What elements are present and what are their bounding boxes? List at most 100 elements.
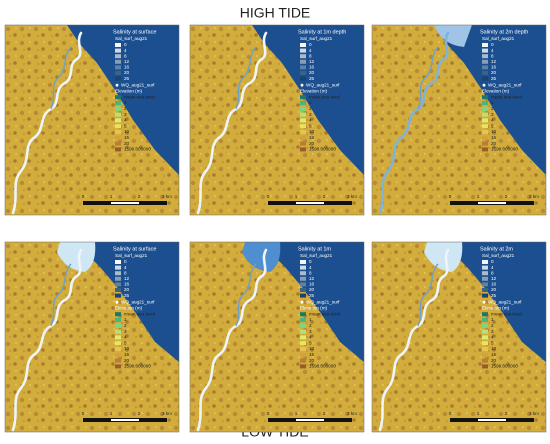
legend: Salinity at surfaceSal_surf_aug210481216… [113,29,156,151]
salinity-swatch [482,71,488,75]
salinity-swatch [482,288,488,292]
elevation-swatch [115,141,121,146]
salinity-class: 25 [124,293,130,298]
scale-bar: 0 1 2 3 km [267,194,357,205]
salinity-class: 20 [124,287,130,292]
map-body [372,25,546,215]
estuary-plume [242,242,281,272]
salinity-class: 4 [124,48,127,53]
scale-bar-segment [296,202,324,204]
salinity-swatch [482,76,488,81]
elevation-swatch [482,323,488,328]
point-symbol [482,300,486,304]
tributary [235,46,257,110]
salinity-class: 20 [491,70,497,75]
elevation-class: 20 [309,358,315,363]
elevation-swatch [300,329,306,334]
elevation-swatch [300,141,306,146]
elevation-swatch [115,124,121,129]
map-frame [189,24,365,216]
point-layer: WQ_aug21_surf [306,299,340,304]
map-panel: Salinity at surfaceSal_surf_aug210481216… [4,241,180,433]
scale-label: 2 [505,411,508,416]
elevation-class: 3 [491,329,494,334]
elevation-swatch [300,318,306,322]
salinity-class: 0 [309,259,312,264]
ocean [434,25,546,175]
salinity-class: 20 [309,70,315,75]
elevation-class: 4 [309,335,312,340]
elevation-swatch [482,101,488,105]
salinity-swatch [482,43,488,47]
map-panel: Salinity at 1m depthSal_surf_aug21048121… [189,24,365,216]
salinity-class: 4 [309,48,312,53]
estuary-plume [57,242,96,272]
elevation-title: Elevation (m) [482,305,510,310]
elevation-class: 20 [491,141,497,146]
scale-label: 0 [267,411,270,416]
salinity-swatch [300,282,306,287]
scale-label: 1 [477,194,480,199]
elevation-swatch [300,364,306,369]
salinity-class: 4 [309,265,312,270]
point-layer: WQ_aug21_surf [488,299,522,304]
elevation-swatch [115,347,121,351]
elevation-class: 3 [124,329,127,334]
elevation-class: 4 [491,335,494,340]
scale-label: 1 [295,411,298,416]
legend: Salinity at surfaceSal_surf_aug210481216… [113,246,156,368]
elevation-swatch [300,118,306,123]
legend-layer: Sal_surf_aug21 [300,253,333,258]
salinity-swatch [300,260,306,264]
map-frame [189,241,365,433]
salinity-class: 25 [491,76,497,81]
scale-label: 2 [323,411,326,416]
elevation-swatch [482,118,488,123]
point-layer: WQ_aug21_surf [121,299,155,304]
scale-bar: 0 1 2 3 km [82,411,172,422]
legend-title: Salinity at surface [113,246,156,252]
salinity-class: 8 [309,270,312,275]
salinity-class: 12 [124,276,130,281]
elevation-class: 3 [491,112,494,117]
elevation-class: 10 [491,129,497,134]
elevation-swatch [482,335,488,340]
elevation-class: 3 [124,112,127,117]
elevation-class: 1598.000000 [124,147,151,152]
salinity-swatch [115,54,121,59]
scale-bar-segment [478,202,506,204]
salinity-class: 8 [491,53,494,58]
ocean [260,242,364,362]
salinity-class: 12 [491,276,497,281]
salinity-class: 16 [309,282,315,287]
salinity-swatch [115,276,121,281]
elevation-class: 1 [124,317,127,322]
scale-label: 1 [295,194,298,199]
elevation-class: 3 [309,329,312,334]
elevation-swatch [482,130,488,134]
estuary-plume [424,242,463,272]
salinity-class: 16 [491,282,497,287]
scale-label: 3 km [347,411,357,416]
salinity-swatch [482,54,488,59]
salinity-class: 20 [124,70,130,75]
salinity-swatch [300,288,306,292]
elevation-class: mean sea level [124,311,155,316]
salinity-swatch [482,260,488,264]
salinity-swatch [482,48,488,53]
map-grid: Salinity at surfaceSal_surf_aug210481216… [4,24,547,433]
elevation-swatch [300,347,306,351]
elevation-class: mean sea level [309,311,340,316]
ocean [67,25,179,175]
legend: Salinity at 2mSal_surf_aug2104812162025W… [480,246,522,368]
elevation-swatch [300,101,306,105]
elevation-swatch [300,341,306,346]
scale-bar: 0 1 2 3 km [82,194,172,205]
map-frame [4,24,180,216]
elevation-class: 1598.000000 [491,364,518,369]
elevation-class: 20 [124,358,130,363]
elevation-swatch [482,95,488,100]
elevation-swatch [482,147,488,152]
elevation-class: 10 [124,346,130,351]
